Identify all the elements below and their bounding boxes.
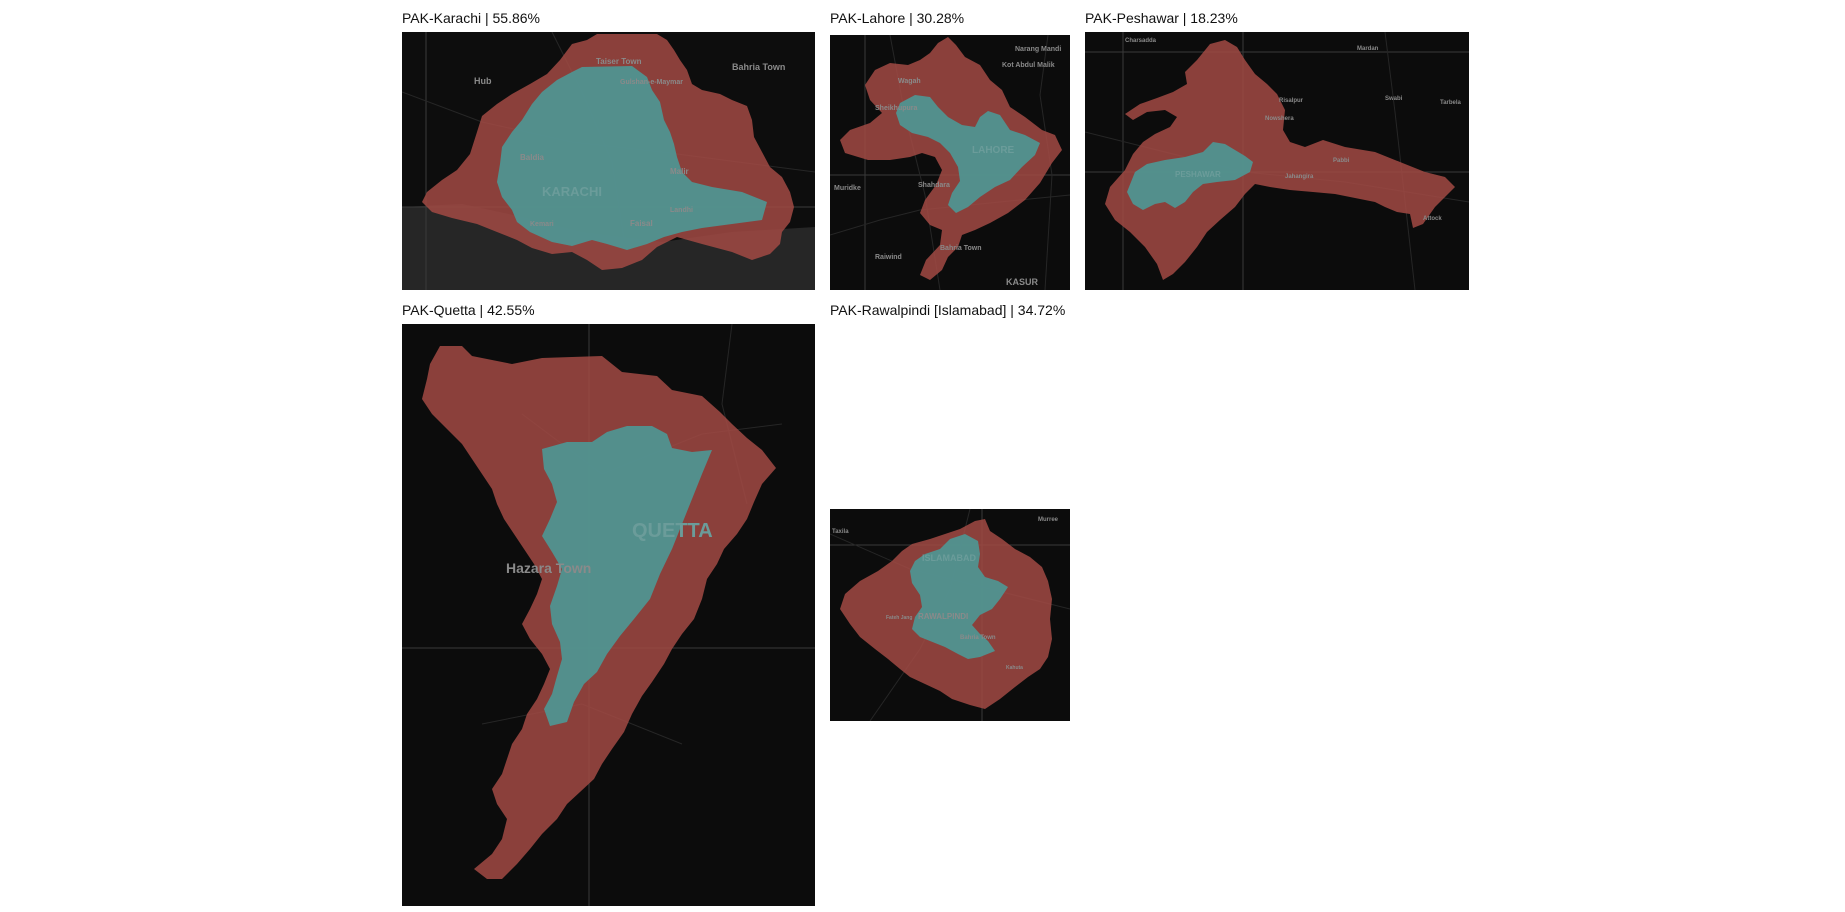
place-label: Raiwind: [875, 254, 902, 261]
outer-extent: [840, 37, 1062, 280]
map-lahore[interactable]: LAHORE Wagah Shahdara Sheikhupura Muridk…: [830, 35, 1070, 290]
place-label: Kot Abdul Malik: [1002, 62, 1055, 69]
place-label: Landhi: [670, 207, 693, 214]
place-label: Faisal: [630, 219, 653, 228]
inner-extent: [896, 95, 1040, 213]
map-quetta[interactable]: QUETTA Hazara Town: [402, 324, 815, 906]
panel-title-peshawar: PAK-Peshawar | 18.23%: [1085, 10, 1238, 26]
place-label: Nowshera: [1265, 116, 1294, 122]
place-label: Fateh Jang: [886, 615, 912, 621]
place-label: Charsadda: [1125, 38, 1157, 44]
place-label: Murree: [1038, 517, 1059, 523]
map-rawalpindi-canvas: ISLAMABAD RAWALPINDI Bahria Town Taxila …: [830, 509, 1070, 721]
label-quetta: QUETTA: [632, 520, 713, 542]
place-label: Mardan: [1357, 46, 1379, 52]
place-label: Kahuta: [1006, 665, 1023, 671]
panel-title-lahore: PAK-Lahore | 30.28%: [830, 10, 965, 26]
map-karachi[interactable]: KARACHI Hub Bahria Town Taiser Town Guls…: [402, 32, 815, 290]
place-label: Gulshan-e-Maymar: [620, 79, 683, 86]
place-label: Shahdara: [918, 182, 950, 189]
place-label: Malir: [670, 167, 689, 176]
place-label: Wagah: [898, 78, 921, 85]
place-label: Jahangira: [1285, 174, 1314, 180]
map-rawalpindi[interactable]: ISLAMABAD RAWALPINDI Bahria Town Taxila …: [830, 509, 1070, 721]
panel-title-quetta: PAK-Quetta | 42.55%: [402, 302, 535, 318]
outer-extent: [1105, 40, 1455, 280]
panel-title-karachi: PAK-Karachi | 55.86%: [402, 10, 541, 26]
inner-extent: [542, 426, 712, 726]
inner-extent: [910, 534, 1008, 659]
place-label: Bahria Town: [960, 635, 996, 641]
map-quetta-canvas: QUETTA Hazara Town: [402, 324, 815, 906]
map-karachi-canvas: KARACHI Hub Bahria Town Taiser Town Guls…: [402, 32, 815, 290]
inner-extent: [497, 66, 767, 250]
place-label: KASUR: [1006, 277, 1039, 287]
place-label: Kemari: [530, 221, 554, 228]
place-label: Narang Mandi: [1015, 46, 1061, 53]
panel-title-rawalpindi: PAK-Rawalpindi [Islamabad] | 34.72%: [830, 302, 1066, 318]
place-label: Swabi: [1385, 96, 1403, 102]
place-label: Risalpur: [1279, 98, 1304, 104]
place-label: Taiser Town: [596, 57, 642, 66]
map-peshawar-canvas: PESHAWAR Charsadda Mardan Nowshera Risal…: [1085, 32, 1469, 290]
place-label: Pabbi: [1333, 158, 1350, 164]
place-label: Sheikhupura: [875, 105, 918, 112]
place-label: Bahria Town: [940, 245, 981, 252]
map-lahore-canvas: LAHORE Wagah Shahdara Sheikhupura Muridk…: [830, 35, 1070, 290]
place-label: Hub: [474, 76, 492, 86]
label-karachi: KARACHI: [542, 184, 602, 199]
inner-extent: [1127, 142, 1253, 210]
label-islamabad: ISLAMABAD: [922, 553, 976, 563]
place-label: Muridke: [834, 185, 861, 192]
label-peshawar: PESHAWAR: [1175, 170, 1221, 179]
place-label: Attock: [1423, 216, 1442, 222]
place-label: Taxila: [832, 529, 849, 535]
place-label: Hazara Town: [506, 560, 591, 576]
place-label: Baldia: [520, 153, 545, 162]
place-label: Tarbela: [1440, 100, 1462, 106]
place-label: RAWALPINDI: [918, 612, 968, 621]
label-lahore: LAHORE: [972, 145, 1015, 156]
place-label: Bahria Town: [732, 62, 785, 72]
map-peshawar[interactable]: PESHAWAR Charsadda Mardan Nowshera Risal…: [1085, 32, 1469, 290]
